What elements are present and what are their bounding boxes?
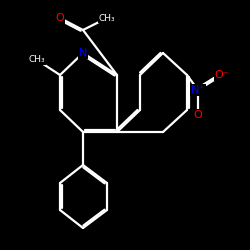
Text: N: N [79,48,87,58]
Text: CH₃: CH₃ [29,56,45,64]
Text: CH₃: CH₃ [99,14,115,22]
Text: O: O [56,13,64,23]
Text: O: O [194,110,202,120]
Text: N⁺: N⁺ [191,85,205,95]
Text: O⁻: O⁻ [215,70,229,80]
